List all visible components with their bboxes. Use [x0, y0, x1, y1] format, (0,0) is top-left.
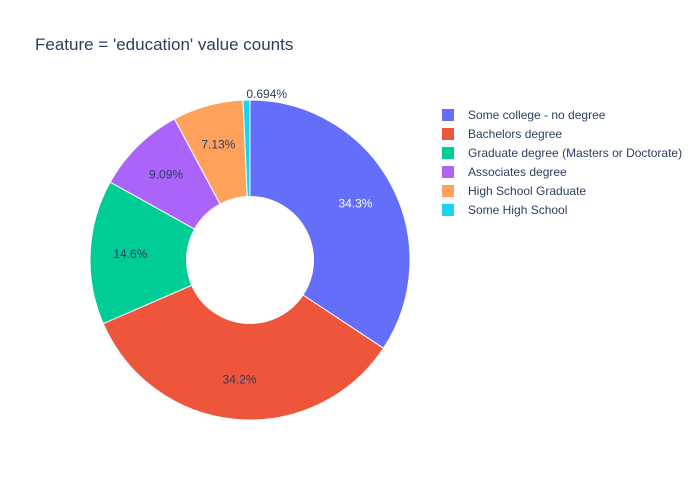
- chart-title: Feature = 'education' value counts: [35, 35, 293, 54]
- slice-some-college-no-degree[interactable]: [249, 99, 411, 349]
- legend: Some college - no degree Bachelors degree…: [442, 108, 682, 217]
- legend-swatch-associates-degree[interactable]: [442, 166, 454, 178]
- slice-percent-label: 14.6%: [113, 247, 147, 261]
- slice-some-high-school[interactable]: [242, 99, 251, 198]
- slice-bachelors-degree[interactable]: [102, 284, 385, 421]
- donut-slices: [89, 99, 411, 421]
- legend-label-graduate-degree-masters-or-doctorate[interactable]: Graduate degree (Masters or Doctorate): [468, 146, 682, 160]
- slice-graduate-degree-masters-or-doctorate[interactable]: [89, 181, 196, 325]
- legend-swatch-high-school-graduate[interactable]: [442, 185, 454, 197]
- legend-label-some-college-no-degree[interactable]: Some college - no degree: [468, 108, 606, 122]
- slice-percent-label: 0.694%: [246, 87, 287, 101]
- legend-label-bachelors-degree[interactable]: Bachelors degree: [468, 127, 562, 141]
- legend-label-high-school-graduate[interactable]: High School Graduate: [468, 184, 586, 198]
- slice-percent-label: 7.13%: [201, 138, 235, 152]
- slice-percent-label: 34.2%: [223, 372, 257, 386]
- legend-swatch-graduate-degree-masters-or-doctorate[interactable]: [442, 147, 454, 159]
- legend-label-associates-degree[interactable]: Associates degree: [468, 165, 567, 179]
- legend-swatch-some-high-school[interactable]: [442, 204, 454, 216]
- slice-percent-label: 9.09%: [149, 168, 183, 182]
- legend-label-some-high-school[interactable]: Some High School: [468, 203, 567, 217]
- slice-percent-label: 34.3%: [338, 196, 372, 210]
- legend-swatch-bachelors-degree[interactable]: [442, 128, 454, 140]
- slice-labels: 34.3% 34.2% 14.6% 9.09% 7.13% 0.694%: [113, 87, 372, 386]
- legend-swatch-some-college-no-degree[interactable]: [442, 109, 454, 121]
